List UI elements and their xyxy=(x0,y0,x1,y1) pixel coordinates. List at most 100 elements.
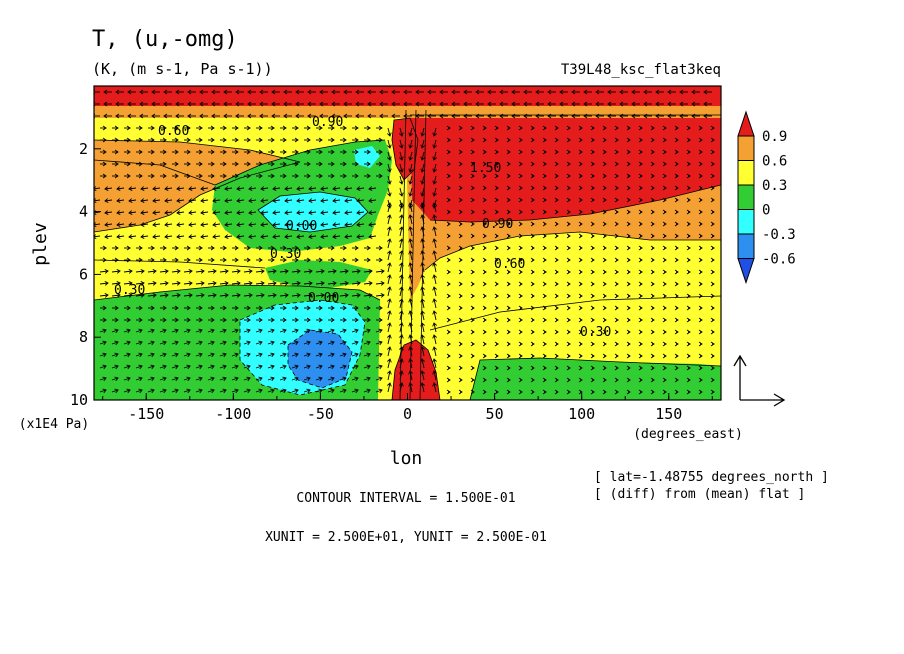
wind-vector xyxy=(195,270,205,273)
wind-vector-head xyxy=(470,185,475,191)
wind-vector-head xyxy=(282,364,287,370)
wind-vector-head xyxy=(152,222,157,227)
wind-vector-head xyxy=(674,329,679,335)
wind-vector-head xyxy=(296,222,301,227)
wind-vector-head xyxy=(210,125,215,131)
wind-vector xyxy=(140,223,149,226)
wind-vector-head xyxy=(140,210,145,215)
wind-vector-head xyxy=(174,305,179,311)
wind-vector xyxy=(236,211,245,214)
wind-vector xyxy=(375,365,383,369)
wind-vector-head xyxy=(318,161,323,167)
wind-vector-head xyxy=(283,101,288,107)
wind-vector xyxy=(284,199,293,202)
wind-vector-head xyxy=(403,113,408,119)
wind-vector-head xyxy=(296,186,301,191)
wind-vector xyxy=(399,346,403,357)
wind-vector-head xyxy=(470,233,475,239)
wind-vector-head xyxy=(260,292,265,298)
wind-vector xyxy=(399,226,403,237)
wind-vector xyxy=(303,365,311,369)
wind-vector xyxy=(433,262,437,273)
colorbar-label: 0 xyxy=(762,203,770,219)
wind-vector-head xyxy=(378,173,383,179)
wind-vector-head xyxy=(318,364,323,370)
wind-vector xyxy=(433,382,437,393)
wind-vector-head xyxy=(602,317,607,323)
wind-vector-head xyxy=(626,185,631,191)
wind-vector xyxy=(375,329,383,333)
wind-vector-head xyxy=(210,245,215,251)
wind-vector xyxy=(243,389,251,393)
wind-vector-head xyxy=(150,245,155,251)
wind-vector-head xyxy=(602,305,607,311)
wind-vector-head xyxy=(698,305,703,311)
wind-vector-head xyxy=(643,113,648,119)
wind-vector xyxy=(320,199,329,202)
wind-vector-head xyxy=(150,257,155,263)
wind-vector-head xyxy=(482,125,487,131)
wind-vector xyxy=(272,223,281,226)
wind-vector-head xyxy=(224,234,229,239)
wind-vector-head xyxy=(247,89,252,95)
wind-vector-head xyxy=(236,222,241,227)
wind-vector-head xyxy=(151,113,156,119)
wind-vector-head xyxy=(198,317,203,323)
wind-vector-head xyxy=(294,305,299,311)
wind-vector-head xyxy=(211,113,216,119)
wind-vector-head xyxy=(331,113,336,119)
wind-vector xyxy=(279,341,287,345)
wind-vector-head xyxy=(150,125,155,131)
wind-vector-head xyxy=(210,149,215,155)
wind-vector-head xyxy=(482,173,487,179)
wind-vector-head xyxy=(282,125,287,131)
wind-vector-head xyxy=(186,161,191,167)
wind-vector-head xyxy=(578,233,583,239)
wind-vector-head xyxy=(578,389,583,395)
wind-vector-head xyxy=(686,245,691,251)
wind-vector-head xyxy=(614,161,619,167)
wind-vector-head xyxy=(318,137,323,143)
wind-vector-head xyxy=(387,156,392,161)
wind-vector-head xyxy=(686,305,691,311)
wind-vector-head xyxy=(115,101,120,107)
vector-units: XUNIT = 2.500E+01, YUNIT = 2.500E-01 xyxy=(265,530,547,545)
wind-vector-head xyxy=(162,305,167,311)
wind-vector xyxy=(111,329,119,333)
wind-vector-head xyxy=(530,257,535,263)
wind-vector-head xyxy=(307,89,312,95)
wind-vector-head xyxy=(260,268,265,274)
x-axis-unit: (degrees_east) xyxy=(633,427,743,442)
wind-vector-head xyxy=(354,161,359,167)
wind-vector-head xyxy=(188,234,193,239)
wind-vector xyxy=(363,389,371,393)
wind-vector-head xyxy=(554,161,559,167)
wind-vector xyxy=(231,365,239,369)
wind-vector-head xyxy=(284,222,289,227)
wind-vector-head xyxy=(494,161,499,167)
wind-vector-head xyxy=(494,281,499,287)
wind-vector-head xyxy=(318,125,323,131)
wind-vector-head xyxy=(446,329,451,335)
wind-vector-head xyxy=(602,341,607,347)
wind-vector-head xyxy=(200,186,205,191)
wind-vector xyxy=(399,214,403,225)
wind-vector-head xyxy=(566,245,571,251)
wind-vector xyxy=(433,226,437,237)
wind-vector-head xyxy=(698,137,703,143)
wind-vector-head xyxy=(458,161,463,167)
info-diff: [ (diff) from (mean) flat ] xyxy=(594,487,805,502)
wind-vector-head xyxy=(102,317,107,323)
wind-vector-head xyxy=(284,268,289,274)
wind-vector xyxy=(255,377,263,381)
wind-vector-head xyxy=(674,245,679,251)
wind-vector-head xyxy=(674,209,679,215)
wind-vector-head xyxy=(116,268,121,274)
wind-vector-head xyxy=(662,233,667,239)
wind-vector xyxy=(387,382,391,393)
wind-vector-head xyxy=(420,180,425,185)
wind-vector xyxy=(99,329,107,333)
wind-vector-head xyxy=(686,173,691,179)
wind-vector xyxy=(267,389,275,393)
wind-vector-head xyxy=(458,329,463,335)
